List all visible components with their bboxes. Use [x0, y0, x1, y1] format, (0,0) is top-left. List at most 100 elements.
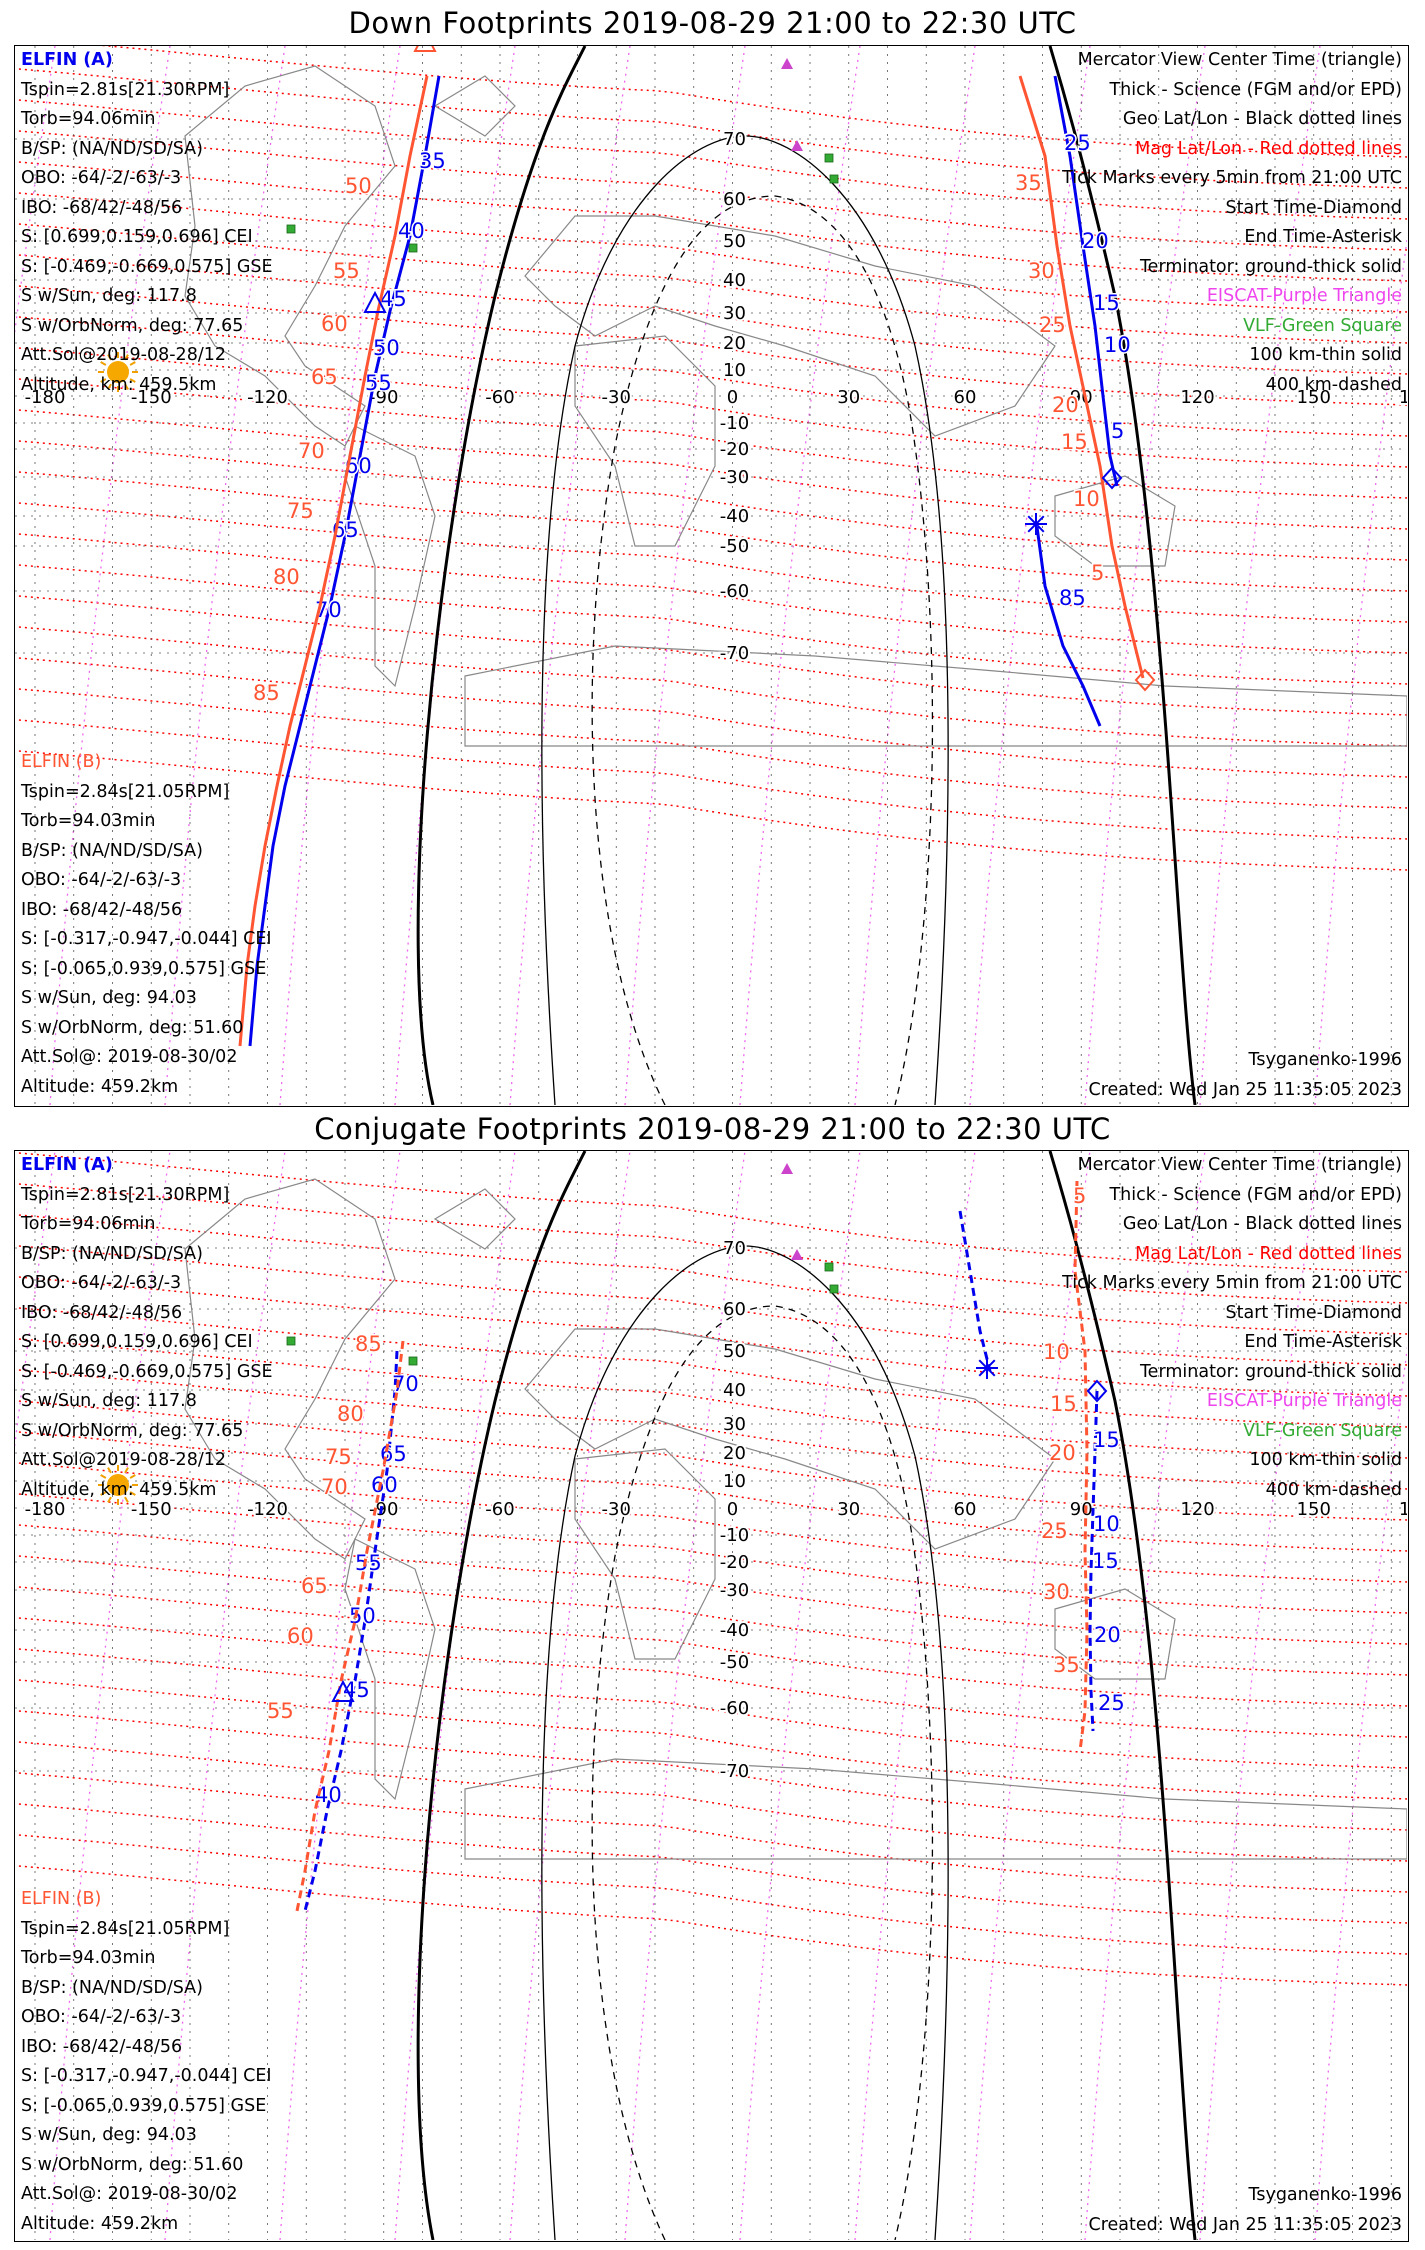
mag-lat-line [15, 1213, 1407, 1335]
legend-item: Thick - Science (FGM and/or EPD) [1109, 79, 1402, 100]
track-tick-label: 70 [392, 1372, 419, 1396]
track-tick-label: 25 [1064, 131, 1091, 155]
coastline [433, 1188, 516, 1250]
lat-label: 50 [723, 1341, 746, 1362]
track-tick-label: 35 [1053, 1653, 1080, 1677]
info-line: Altitude, km: 459.5km [21, 374, 217, 395]
center-time-triangle [363, 290, 387, 313]
mag-lat-line [15, 1523, 1407, 1645]
track-tick-label: 70 [321, 1475, 348, 1499]
mag-lon-line [279, 46, 401, 1105]
mag-lat-line [15, 1244, 1407, 1366]
created-timestamp: Created: Wed Jan 25 11:35:05 2023 [1088, 1079, 1403, 1100]
track-tick-label: 60 [321, 312, 348, 336]
legend-item: 400 km-dashed [1265, 1479, 1402, 1500]
info-line: S w/Sun, deg: 94.03 [21, 2125, 197, 2145]
info-line: S w/Sun, deg: 117.8 [21, 1391, 197, 1411]
mag-lon-line [509, 1151, 631, 2240]
elfin-b-info: ELFIN (B) Tspin=2.84s[21.05RPM] Torb=94.… [21, 1885, 272, 2239]
terminator-line [416, 46, 587, 1105]
track-tick-label: 25 [1041, 1519, 1068, 1543]
sun-ray [100, 1491, 107, 1496]
sun-ray [129, 361, 136, 366]
vlf-square [408, 243, 418, 253]
track-tick-label: 85 [355, 1332, 382, 1356]
mag-lon-line [1199, 1151, 1321, 2240]
track-tick-label: 20 [1052, 393, 1079, 417]
mag-lon-line [164, 46, 286, 1105]
400km-boundary [591, 195, 934, 1105]
info-line: S: [0.699,0.159,0.696] CEI [21, 227, 253, 247]
info-line: S: [-0.469,-0.669,0.575] GSE [21, 256, 273, 277]
legend: Mercator View Center Time (triangle) Thi… [1062, 1151, 1402, 1505]
track-tick-label: 55 [355, 1551, 382, 1575]
conjugate-footprints-panel: Conjugate Footprints 2019-08-29 21:00 to… [0, 1110, 1425, 2250]
model-credit: Tsyganenko-1996 Created: Wed Jan 25 11:3… [1089, 1046, 1403, 1105]
lon-label: 30 [837, 1499, 860, 1520]
track-tick-label: 30 [1028, 259, 1055, 283]
track-tick-label: 65 [311, 365, 338, 389]
lat-label: 20 [723, 1443, 746, 1464]
mag-lat-line [15, 129, 1407, 251]
track-tick-label: 75 [325, 1445, 352, 1469]
info-line: Tspin=2.84s[21.05RPM] [21, 781, 230, 802]
info-line: S w/OrbNorm, deg: 77.65 [21, 1420, 244, 1441]
lon-label: 0 [727, 387, 738, 408]
info-line: S: [-0.469,-0.669,0.575] GSE [21, 1361, 273, 1382]
track-tick-label: 75 [287, 499, 314, 523]
legend-item: Thick - Science (FGM and/or EPD) [1109, 1184, 1402, 1205]
track-tick-label: 5 [1111, 419, 1124, 443]
lat-label: -70 [720, 1761, 749, 1782]
lon-label: -180 [25, 387, 66, 408]
info-line: Tspin=2.81s[21.30RPM] [21, 79, 230, 100]
vlf-square [829, 174, 839, 184]
lon-label: 150 [1297, 387, 1331, 408]
elfin-a3-track [1035, 526, 1102, 727]
track-tick-label: 65 [301, 1574, 328, 1598]
mag-lat-line [15, 749, 1407, 871]
lon-label: 60 [954, 387, 977, 408]
legend-item: Start Time-Diamond [1225, 197, 1402, 218]
info-line: Att.Sol@2019-08-28/12 [21, 1450, 226, 1470]
mag-lon-line [1314, 235, 1407, 1105]
lat-label: -30 [720, 467, 749, 488]
elfin-b-info: ELFIN (B) Tspin=2.84s[21.05RPM] Torb=94.… [21, 748, 272, 1102]
track-tick-label: 60 [287, 1624, 314, 1648]
elfin-a-track [303, 1350, 399, 1912]
mag-lat-line [15, 1864, 1407, 1986]
legend-item: Tick Marks every 5min from 21:00 UTC [1062, 1273, 1402, 1293]
100km-boundary [541, 135, 949, 1105]
eiscat-triangle [791, 1249, 803, 1260]
mag-lat-line [15, 1585, 1407, 1707]
lat-label: 30 [723, 303, 746, 324]
track-tick-label: 10 [1104, 333, 1131, 357]
lon-label: -120 [247, 1499, 288, 1520]
mag-lat-line [15, 1740, 1407, 1862]
model-credit: Tsyganenko-1996 Created: Wed Jan 25 11:3… [1089, 2181, 1403, 2240]
start-time-diamond [1101, 466, 1123, 490]
vlf-square [286, 224, 296, 234]
mag-lat-line [15, 1647, 1407, 1769]
info-line: OBO: -64/-2/-63/-3 [21, 168, 182, 188]
elfin-b2-track [1018, 75, 1145, 679]
eiscat-triangle [781, 1163, 793, 1174]
mag-lat-line [15, 1709, 1407, 1831]
info-line: S: [-0.065,0.939,0.575] GSE [21, 2095, 267, 2116]
vlf-square [824, 1262, 834, 1272]
mag-lat-line [100, 46, 1407, 158]
lat-label: -60 [720, 1698, 749, 1719]
legend-item: 400 km-dashed [1265, 374, 1402, 395]
coastline [344, 425, 436, 688]
track-tick-label: 55 [267, 1699, 294, 1723]
terminator-line [1048, 1151, 1197, 2240]
mag-lat-line [15, 315, 1407, 437]
track-tick-label: 55 [333, 259, 360, 283]
created-timestamp: Created: Wed Jan 25 11:35:05 2023 [1088, 2214, 1403, 2235]
info-line: Altitude, km: 459.5km [21, 1479, 217, 1500]
legend-item: Mag Lat/Lon - Red dotted lines [1135, 138, 1402, 159]
info-line: Torb=94.03min [21, 811, 156, 831]
lat-label: -10 [720, 413, 749, 434]
lat-label: 60 [723, 1299, 746, 1320]
info-line: IBO: -68/42/-48/56 [21, 899, 183, 920]
elfin-a2-track [958, 1210, 992, 1372]
